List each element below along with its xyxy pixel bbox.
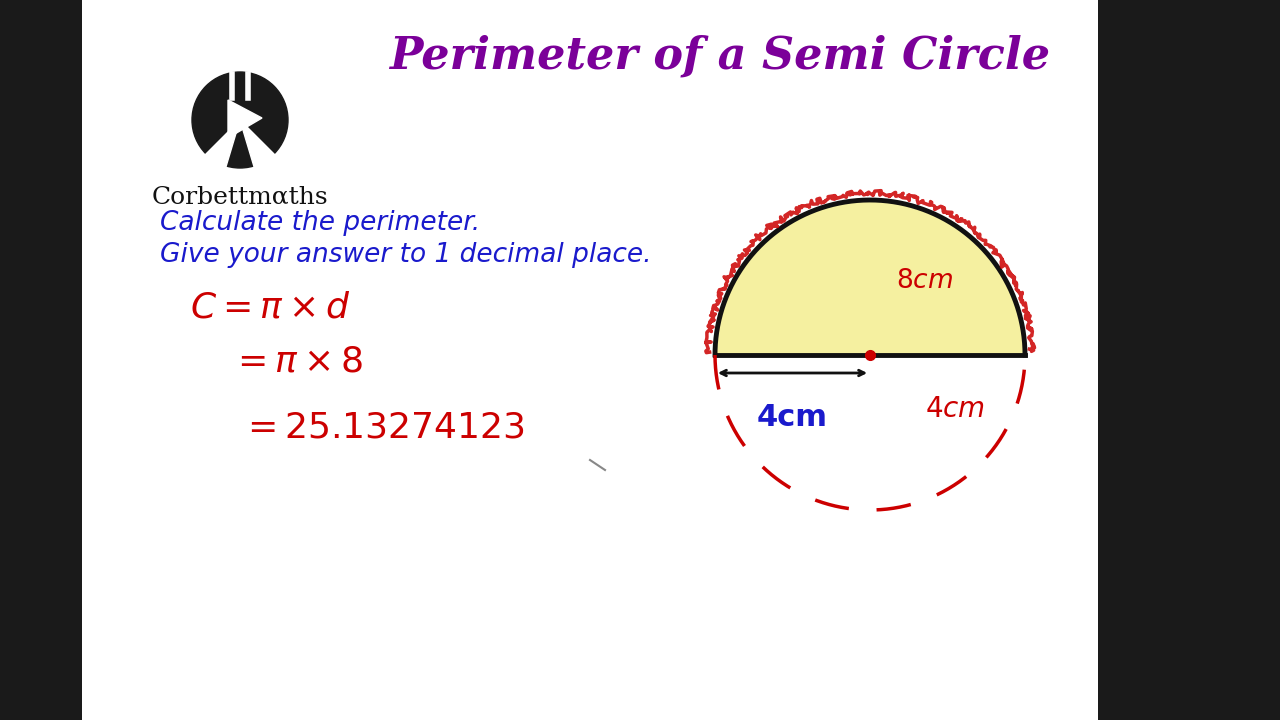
Polygon shape: [716, 200, 1025, 355]
Text: Give your answer to 1 decimal place.: Give your answer to 1 decimal place.: [160, 242, 652, 268]
Text: $\mathit{= 25.13274123}$: $\mathit{= 25.13274123}$: [241, 410, 525, 444]
Polygon shape: [228, 100, 262, 138]
Polygon shape: [241, 120, 280, 168]
Text: Corbettmαths: Corbettmαths: [152, 185, 328, 208]
Text: 4cm: 4cm: [756, 403, 828, 432]
Text: $\mathit{4cm}$: $\mathit{4cm}$: [925, 395, 986, 423]
Bar: [0, 0, 82, 720]
Text: $\mathit{= \pi \times 8}$: $\mathit{= \pi \times 8}$: [230, 345, 364, 379]
Text: $\mathit{8cm}$: $\mathit{8cm}$: [896, 268, 954, 294]
Polygon shape: [200, 120, 241, 168]
Bar: [1098, 0, 1280, 720]
Text: $\mathit{C = \pi \times d}$: $\mathit{C = \pi \times d}$: [189, 290, 351, 324]
Text: Perimeter of a Semi Circle: Perimeter of a Semi Circle: [389, 35, 1051, 78]
Text: Calculate the perimeter.: Calculate the perimeter.: [160, 210, 480, 236]
Circle shape: [192, 72, 288, 168]
